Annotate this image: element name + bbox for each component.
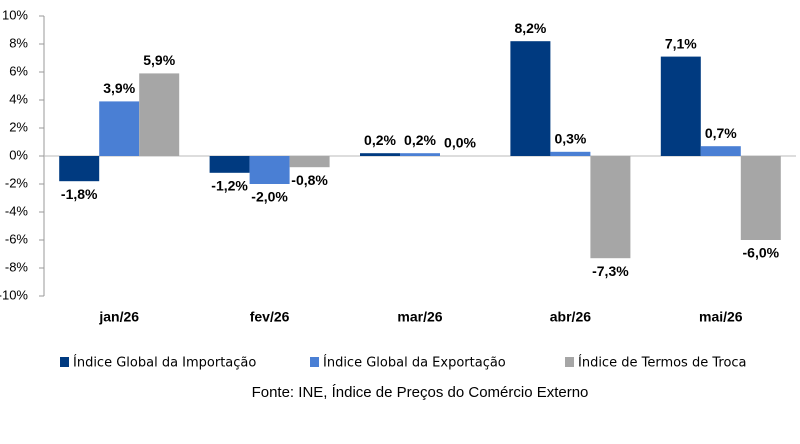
legend-swatch — [310, 357, 319, 367]
value-label: 3,9% — [103, 80, 135, 96]
legend-label: Índice Global da Importação — [73, 355, 256, 371]
legend-swatch — [60, 357, 69, 367]
value-label: 0,2% — [364, 132, 396, 148]
y-tick-label: 8% — [9, 35, 28, 50]
value-label: 0,2% — [404, 132, 436, 148]
bar — [139, 73, 180, 156]
y-tick-label: 2% — [9, 119, 28, 134]
value-label: 8,2% — [514, 20, 546, 36]
bar — [289, 156, 330, 168]
value-label: 0,7% — [705, 125, 737, 141]
bar — [400, 153, 440, 156]
bar — [660, 56, 701, 156]
bar — [209, 156, 250, 173]
y-tick-label: -2% — [5, 175, 29, 190]
bar — [510, 41, 551, 157]
value-label: 5,9% — [143, 52, 175, 68]
value-label: -1,8% — [61, 186, 98, 202]
value-label: -1,2% — [211, 178, 248, 194]
y-tick-label: 4% — [9, 91, 28, 106]
legend-swatch — [565, 357, 574, 367]
bar — [59, 156, 100, 182]
bar — [99, 101, 140, 156]
bar — [700, 146, 741, 156]
value-label: -6,0% — [743, 245, 780, 261]
value-label: 0,0% — [444, 135, 476, 151]
bar — [590, 156, 631, 259]
value-label: 0,3% — [554, 131, 586, 147]
value-label: -0,8% — [291, 172, 328, 188]
bar — [740, 156, 781, 240]
y-tick-label: -4% — [5, 203, 29, 218]
legend-label: Índice de Termos de Troca — [578, 355, 747, 371]
x-tick-label: fev/26 — [250, 309, 290, 325]
x-tick-label: mai/26 — [699, 309, 743, 325]
y-tick-label: -10% — [0, 287, 28, 302]
value-label: -2,0% — [251, 189, 288, 205]
source: Fonte: INE, Índice de Preços do Comércio… — [252, 384, 589, 401]
x-tick-label: abr/26 — [550, 309, 591, 325]
y-tick-label: 0% — [9, 147, 28, 162]
x-tick-label: jan/26 — [98, 309, 139, 325]
legend-label: Índice Global da Exportação — [323, 355, 506, 371]
bar — [550, 151, 591, 156]
x-tick-label: mar/26 — [397, 309, 442, 325]
value-label: -7,3% — [592, 263, 629, 279]
y-tick-label: -6% — [5, 231, 29, 246]
y-tick-label: -8% — [5, 259, 29, 274]
y-tick-label: 10% — [2, 7, 28, 22]
y-tick-label: 6% — [9, 63, 28, 78]
value-label: 7,1% — [665, 35, 697, 51]
bar — [360, 153, 400, 156]
bar — [249, 156, 290, 184]
